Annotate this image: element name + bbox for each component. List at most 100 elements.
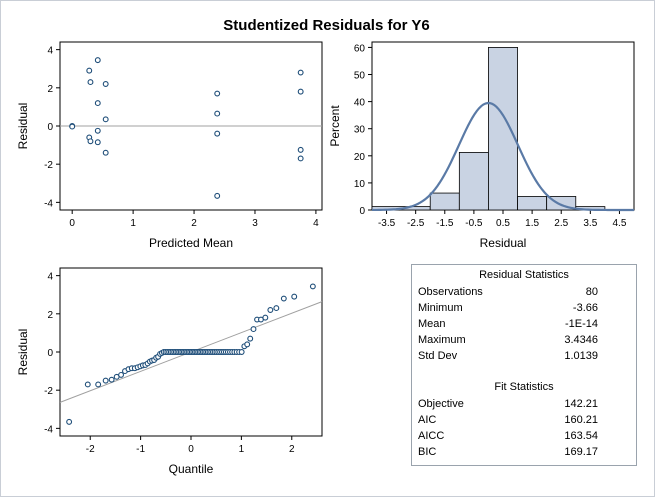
resid-vs-pred-point [94,57,101,64]
resid-vs-pred-y-tick-label: 0 [47,122,53,133]
histogram-y-tick-label: 30 [354,125,366,136]
stat-label: Std Dev [418,350,458,362]
histogram-y-tick-label: 40 [354,98,366,109]
resid-vs-pred-point [297,146,304,153]
histogram-bar [429,192,460,211]
resid-vs-pred-x-tick-label: 2 [191,218,197,229]
qq-point [244,341,251,348]
histogram-x-tick-label: 1.5 [525,218,539,229]
qq-y-tick-label: 2 [47,310,53,321]
resid-vs-pred-point [297,155,304,162]
resid-vs-pred-point [102,149,109,156]
histogram-x-tick-label: 2.5 [554,218,568,229]
stat-row: Minimum -3.66 [412,302,636,318]
histogram-x-tick-label: 4.5 [612,218,626,229]
histogram-y-tick-label: 60 [354,43,366,54]
resid-vs-pred-point [297,69,304,76]
histogram-bar [458,152,489,211]
stat-label: BIC [418,446,437,458]
stat-row: Mean -1E-14 [412,318,636,334]
stat-row: Observations 80 [412,286,636,302]
resid-vs-pred-point [214,110,221,117]
stat-label: Mean [418,318,446,330]
stat-row: AIC 160.21 [412,414,636,430]
stat-row: Objective 142.21 [412,398,636,414]
histogram-x-tick-label: -1.5 [436,218,454,229]
stat-value: 1.0139 [564,350,598,362]
resid-vs-pred-point [69,123,76,130]
resid-vs-pred-point [214,90,221,97]
resid-vs-pred-y-tick-label: -4 [44,198,53,209]
histogram-y-tick-label: 0 [359,206,365,217]
resid-vs-pred-point [102,81,109,87]
resid-vs-pred-point [86,67,93,74]
qq-point [273,305,280,312]
qq-x-tick-label: 0 [188,444,194,455]
stat-value: -1E-14 [564,318,598,330]
histogram-x-axis-label: Residual [480,236,527,250]
stat-label: Observations [418,286,483,298]
stat-row: AICC 163.54 [412,430,636,446]
histogram-y-tick-label: 10 [354,179,366,190]
qq-x-tick-label: 1 [239,444,245,455]
resid-vs-pred-point [214,192,221,199]
residual-statistics-title: Residual Statistics [479,269,569,281]
stat-label: Minimum [418,302,463,314]
qq-point [118,371,125,378]
resid-vs-pred-x-axis-label: Predicted Mean [149,236,233,250]
resid-vs-pred-point [297,88,304,95]
histogram-y-tick-label: 20 [354,152,366,163]
resid-vs-pred-point [102,116,109,123]
qq-y-tick-label: -2 [44,386,53,397]
qq-y-axis-label: Residual [16,329,30,376]
resid-vs-pred-point [87,79,94,86]
qq-point [95,381,102,388]
qq-point [250,326,257,333]
histogram-x-tick-label: -2.5 [407,218,425,229]
resid-vs-pred-point [94,127,101,134]
histogram-y-axis-label: Percent [328,105,342,147]
histogram-bar [488,47,518,211]
qq-point [84,381,91,388]
stat-value: 163.54 [564,430,598,442]
histogram-bar [517,196,548,211]
stat-value: 80 [585,286,598,298]
qq-x-tick-label: -1 [136,444,145,455]
qq-point [66,418,73,425]
stat-label: AICC [418,430,445,442]
stat-label: Objective [418,398,464,410]
resid-vs-pred-point [94,100,101,107]
histogram-x-tick-label: -0.5 [465,218,483,229]
resid-vs-pred-x-tick-label: 3 [252,218,258,229]
resid-vs-pred-y-tick-label: -2 [44,160,53,171]
histogram-y-tick-label: 50 [354,71,366,82]
stat-row: BIC 169.17 [412,446,636,462]
qq-x-tick-label: 2 [289,444,295,455]
stat-row: Maximum 3.4346 [412,334,636,350]
qq-point [247,335,254,342]
statistics-panel: Residual Statistics Observations 80 Minim… [411,264,637,466]
resid-vs-pred-x-tick-label: 1 [130,218,136,229]
resid-vs-pred-y-tick-label: 4 [47,46,53,57]
qq-point [262,314,269,321]
qq-point [238,349,245,355]
qq-point [102,377,109,384]
qq-point [291,293,298,300]
qq-point [280,295,287,302]
qq-y-tick-label: -4 [44,424,53,435]
qq-point [267,307,274,313]
stat-value: 142.21 [564,398,598,410]
qq-point [108,376,115,383]
stat-value: 160.21 [564,414,598,426]
resid-vs-pred-x-tick-label: 4 [313,218,319,229]
qq-point [309,283,316,290]
resid-vs-pred-point [94,139,101,146]
qq-x-tick-label: -2 [86,444,95,455]
resid-vs-pred-x-tick-label: 0 [69,218,75,229]
stat-label: Maximum [418,334,466,346]
histogram-x-tick-label: 3.5 [583,218,597,229]
stat-value: 169.17 [564,446,598,458]
stat-row: Std Dev 1.0139 [412,350,636,366]
qq-x-axis-label: Quantile [169,462,214,476]
